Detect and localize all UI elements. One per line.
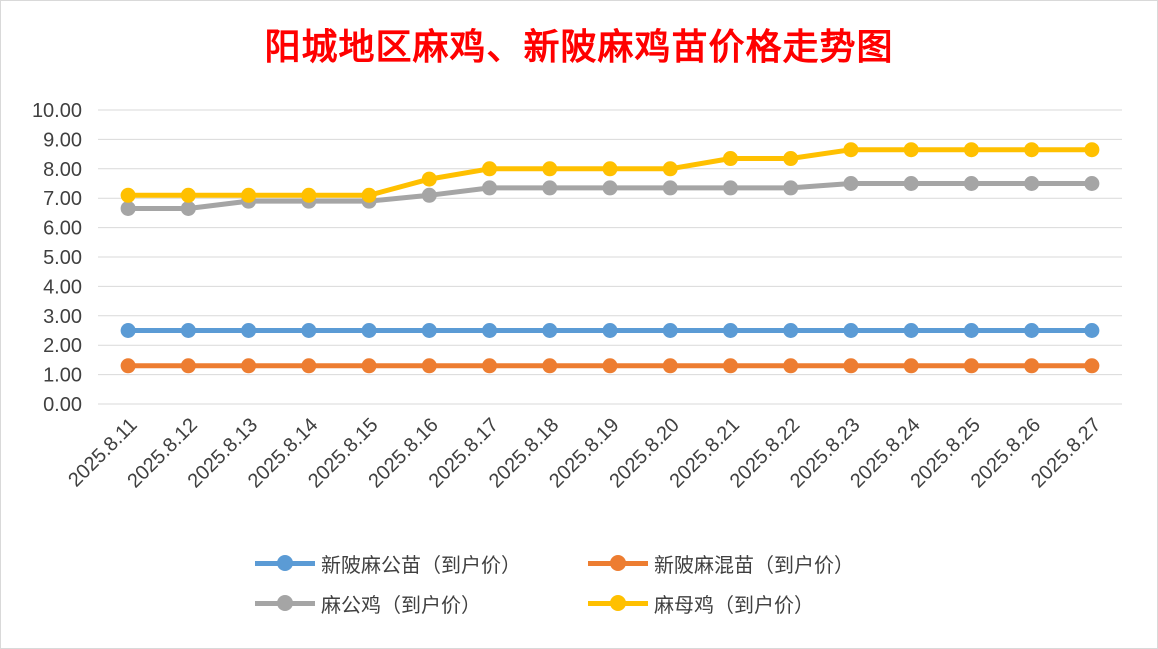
data-point: [662, 358, 678, 374]
data-point: [843, 142, 859, 158]
legend-item-series-0: 新陂麻公苗（到户价）: [255, 547, 521, 579]
data-point: [843, 323, 859, 338]
data-point: [843, 358, 859, 374]
y-axis-ticks: 0.00 1.00 2.00 3.00 4.00 5.00 6.00 7.00 8.00 9.00…: [32, 100, 82, 416]
data-point: [120, 200, 136, 216]
legend-item-series-1: 新陂麻混苗（到户价）: [588, 547, 854, 579]
data-point: [903, 142, 919, 158]
data-point: [180, 358, 196, 374]
legend-item-series-3: 麻母鸡（到户价）: [588, 587, 814, 619]
data-point: [963, 176, 979, 191]
data-point: [722, 323, 738, 338]
data-point: [421, 171, 437, 187]
data-point: [662, 180, 678, 196]
data-point: [783, 180, 799, 196]
y-tick-label: 6.00: [43, 218, 82, 240]
y-tick-label: 10.00: [32, 100, 82, 122]
legend-swatch: [255, 587, 315, 619]
data-point: [542, 323, 558, 338]
y-tick-label: 7.00: [43, 188, 82, 210]
data-point: [783, 151, 799, 167]
data-point: [963, 142, 979, 158]
y-tick-label: 0.00: [43, 394, 82, 416]
data-point: [963, 358, 979, 374]
legend-label: 麻母鸡（到户价）: [654, 592, 814, 617]
legend-label: 麻公鸡（到户价）: [321, 592, 481, 617]
y-tick-label: 3.00: [43, 306, 82, 328]
data-point: [482, 358, 498, 374]
data-point: [301, 187, 317, 203]
data-point: [783, 323, 799, 338]
data-point: [482, 180, 498, 196]
data-point: [903, 358, 919, 374]
x-axis-ticks: 2025.8.112025.8.122025.8.132025.8.142025…: [64, 414, 1105, 492]
data-point: [602, 323, 618, 338]
data-point: [241, 323, 257, 338]
data-point: [542, 358, 558, 374]
data-point: [903, 176, 919, 191]
data-point: [180, 323, 196, 338]
data-point: [1024, 358, 1040, 374]
data-point: [1084, 176, 1100, 191]
data-point: [963, 323, 979, 338]
data-point: [602, 161, 618, 177]
data-point: [120, 323, 136, 338]
data-point: [361, 358, 377, 374]
legend-swatch: [588, 587, 648, 619]
data-point: [241, 358, 257, 374]
data-point: [361, 187, 377, 203]
data-point: [783, 358, 799, 374]
data-point: [843, 176, 859, 191]
legend-label: 新陂麻公苗（到户价）: [321, 552, 521, 577]
legend-swatch: [255, 547, 315, 579]
data-point: [120, 358, 136, 374]
data-point: [301, 323, 317, 338]
legend-swatch: [588, 547, 648, 579]
y-tick-label: 9.00: [43, 129, 82, 151]
legend-item-series-2: 麻公鸡（到户价）: [255, 587, 481, 619]
data-point: [722, 151, 738, 167]
data-point: [1024, 142, 1040, 158]
data-point: [120, 187, 136, 203]
y-tick-label: 4.00: [43, 276, 82, 298]
data-point: [421, 323, 437, 338]
y-tick-label: 8.00: [43, 159, 82, 181]
data-point: [301, 358, 317, 374]
data-point: [602, 358, 618, 374]
y-tick-label: 2.00: [43, 335, 82, 357]
data-point: [180, 187, 196, 203]
data-point: [662, 161, 678, 177]
gridlines: [98, 109, 1122, 405]
chart-title: 阳城地区麻鸡、新陂麻鸡苗价格走势图: [264, 26, 894, 68]
data-point: [903, 323, 919, 338]
data-point: [482, 161, 498, 177]
data-point: [482, 323, 498, 338]
series-points: [120, 142, 1100, 374]
data-point: [602, 180, 618, 196]
data-point: [421, 358, 437, 374]
data-point: [722, 180, 738, 196]
data-point: [180, 200, 196, 216]
data-point: [1084, 358, 1100, 374]
data-point: [722, 358, 738, 374]
data-point: [421, 187, 437, 203]
data-point: [241, 187, 257, 203]
data-point: [542, 161, 558, 177]
data-point: [662, 323, 678, 338]
data-point: [1024, 176, 1040, 191]
data-point: [361, 323, 377, 338]
data-point: [1084, 142, 1100, 158]
y-tick-label: 1.00: [43, 365, 82, 387]
data-point: [542, 180, 558, 196]
y-tick-label: 5.00: [43, 247, 82, 269]
data-point: [1084, 323, 1100, 338]
data-point: [1024, 323, 1040, 338]
legend-label: 新陂麻混苗（到户价）: [654, 552, 854, 577]
